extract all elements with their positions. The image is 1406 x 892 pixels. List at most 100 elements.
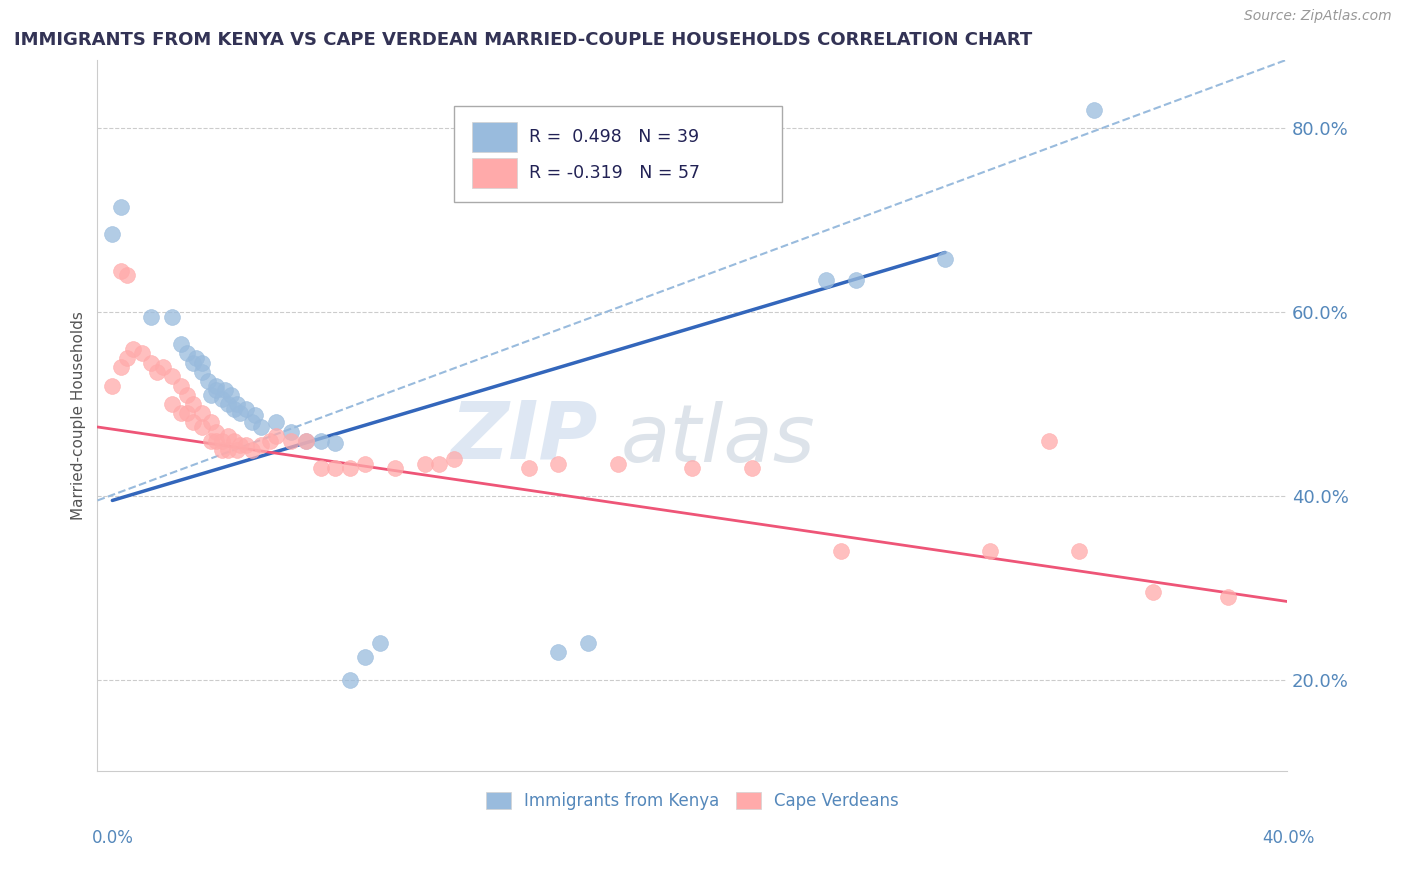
Point xyxy=(205,378,228,392)
Text: atlas: atlas xyxy=(621,401,815,479)
Point xyxy=(101,227,124,241)
Point xyxy=(607,457,630,471)
Point xyxy=(190,365,212,379)
Point xyxy=(681,461,703,475)
Point xyxy=(229,438,252,452)
Point xyxy=(200,388,222,402)
Point xyxy=(181,416,204,430)
Point xyxy=(413,457,436,471)
Point xyxy=(110,264,132,278)
Point xyxy=(211,434,233,448)
Point xyxy=(259,434,281,448)
Point xyxy=(354,457,377,471)
Point xyxy=(221,388,243,402)
Point xyxy=(339,673,361,687)
Point xyxy=(122,342,145,356)
Point xyxy=(1067,544,1090,558)
Point xyxy=(224,434,246,448)
Point xyxy=(176,406,198,420)
Text: ZIP: ZIP xyxy=(450,398,598,475)
Text: R = -0.319   N = 57: R = -0.319 N = 57 xyxy=(529,164,700,182)
Point xyxy=(229,406,252,420)
Point xyxy=(325,461,347,475)
FancyBboxPatch shape xyxy=(454,106,782,202)
Point xyxy=(250,438,273,452)
Point xyxy=(211,442,233,457)
Point xyxy=(309,434,332,448)
Point xyxy=(443,452,465,467)
Point xyxy=(830,544,852,558)
Y-axis label: Married-couple Households: Married-couple Households xyxy=(72,311,86,520)
Point xyxy=(200,416,222,430)
Point xyxy=(325,435,347,450)
Point xyxy=(214,383,236,397)
Point xyxy=(205,425,228,439)
Point xyxy=(146,365,169,379)
Point xyxy=(115,268,138,283)
Point xyxy=(170,378,193,392)
Point xyxy=(243,408,266,422)
Point xyxy=(240,416,263,430)
Text: IMMIGRANTS FROM KENYA VS CAPE VERDEAN MARRIED-COUPLE HOUSEHOLDS CORRELATION CHAR: IMMIGRANTS FROM KENYA VS CAPE VERDEAN MA… xyxy=(14,31,1032,49)
Point xyxy=(384,461,406,475)
Point xyxy=(429,457,451,471)
Point xyxy=(217,442,239,457)
Point xyxy=(190,356,212,370)
Point xyxy=(280,434,302,448)
Point xyxy=(264,416,287,430)
Point xyxy=(280,425,302,439)
Point xyxy=(224,401,246,416)
Point xyxy=(211,392,233,407)
Point xyxy=(181,356,204,370)
Point xyxy=(176,346,198,360)
Point xyxy=(176,388,198,402)
Point xyxy=(741,461,763,475)
Point xyxy=(190,420,212,434)
Point xyxy=(979,544,1001,558)
Text: 0.0%: 0.0% xyxy=(91,829,134,847)
Point xyxy=(110,200,132,214)
Text: 40.0%: 40.0% xyxy=(1263,829,1315,847)
Point xyxy=(845,273,868,287)
Point xyxy=(354,649,377,664)
Point xyxy=(110,360,132,375)
Point xyxy=(170,337,193,351)
Legend: Immigrants from Kenya, Cape Verdeans: Immigrants from Kenya, Cape Verdeans xyxy=(479,785,905,816)
Point xyxy=(1083,103,1105,117)
Point xyxy=(235,401,257,416)
FancyBboxPatch shape xyxy=(472,158,517,187)
Point xyxy=(226,397,249,411)
Point xyxy=(264,429,287,443)
Point xyxy=(294,434,316,448)
Point xyxy=(197,374,219,388)
Point xyxy=(160,369,183,384)
Text: Source: ZipAtlas.com: Source: ZipAtlas.com xyxy=(1244,9,1392,22)
Point xyxy=(815,273,838,287)
Point xyxy=(547,457,569,471)
Point xyxy=(1216,590,1239,604)
Point xyxy=(1142,585,1164,599)
Point xyxy=(235,438,257,452)
Text: R =  0.498   N = 39: R = 0.498 N = 39 xyxy=(529,128,699,146)
Point xyxy=(184,351,207,365)
Point xyxy=(309,461,332,475)
Point xyxy=(576,636,599,650)
Point xyxy=(240,442,263,457)
Point xyxy=(139,310,162,324)
Point xyxy=(339,461,361,475)
Point xyxy=(181,397,204,411)
Point xyxy=(170,406,193,420)
Point xyxy=(547,645,569,659)
Point xyxy=(368,636,391,650)
Point xyxy=(205,434,228,448)
Point xyxy=(131,346,153,360)
Point xyxy=(517,461,540,475)
Point xyxy=(139,356,162,370)
Point xyxy=(115,351,138,365)
Point xyxy=(217,397,239,411)
Point xyxy=(160,397,183,411)
Point xyxy=(160,310,183,324)
Point xyxy=(217,429,239,443)
Point xyxy=(190,406,212,420)
Point xyxy=(250,420,273,434)
